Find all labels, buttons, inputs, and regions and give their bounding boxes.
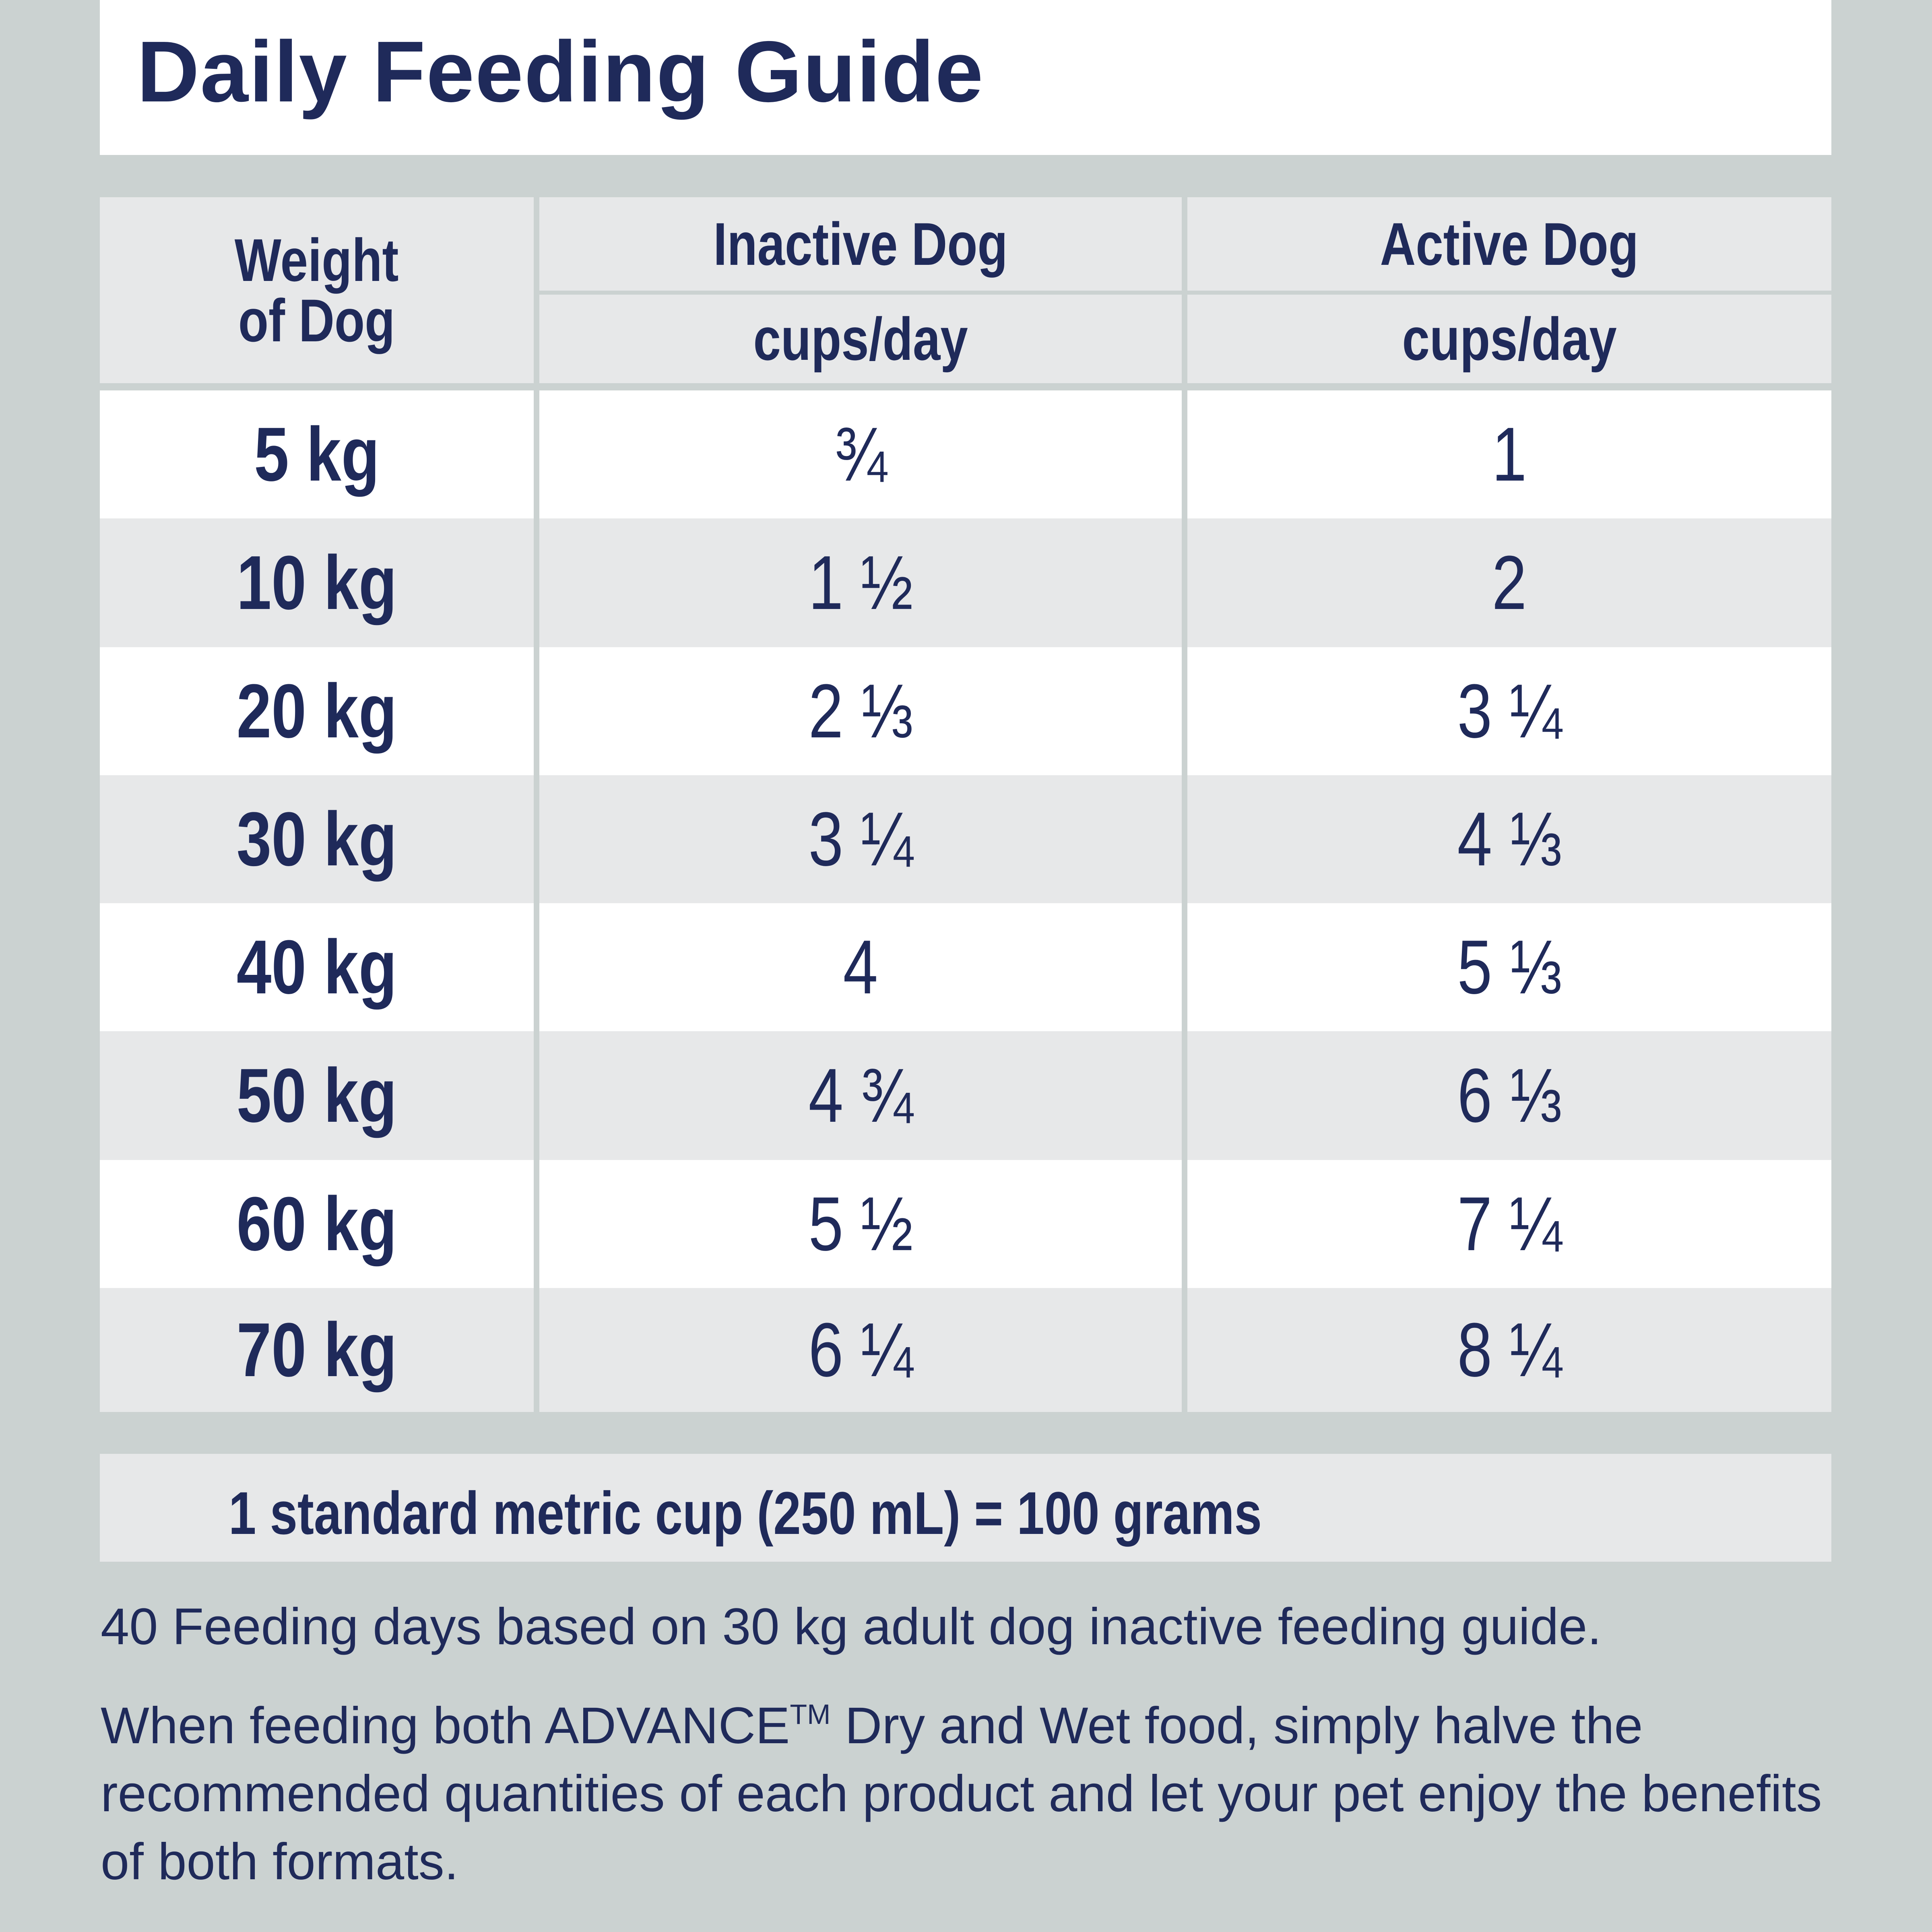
- table-row-active: 5 ⅓: [1187, 903, 1831, 1031]
- weight-value: 70 kg: [236, 1307, 397, 1393]
- table-row-weight: 10 kg: [100, 518, 534, 647]
- table-row-weight: 70 kg: [100, 1288, 534, 1412]
- inactive-value: 4 ¾: [808, 1053, 913, 1138]
- title-banner: Daily Feeding Guide: [100, 0, 1831, 155]
- table-row-active: 6 ⅓: [1187, 1031, 1831, 1160]
- header-inactive-unit: cups/day: [539, 295, 1182, 383]
- inactive-value: 3 ¼: [808, 797, 913, 882]
- table-row-weight: 40 kg: [100, 903, 534, 1031]
- table-row-inactive: 4 ¾: [539, 1031, 1182, 1160]
- table-row-active: 7 ¼: [1187, 1160, 1831, 1288]
- table-row-weight: 30 kg: [100, 775, 534, 903]
- weight-value: 30 kg: [236, 797, 397, 882]
- active-value: 2: [1492, 540, 1527, 625]
- table-row-inactive: 1 ½: [539, 518, 1182, 647]
- conversion-note-box: 1 standard metric cup (250 mL) = 100 gra…: [100, 1454, 1831, 1562]
- table-row-active: 4 ⅓: [1187, 775, 1831, 903]
- feeding-table: Weight of Dog Inactive Dog Active Dog cu…: [100, 197, 1831, 1412]
- mixed-feeding-note-end: Dry and Wet food, simply halve the recom…: [101, 1697, 1822, 1891]
- inactive-value: 2 ⅓: [808, 669, 913, 754]
- active-value: 1: [1492, 412, 1527, 497]
- table-row-weight: 5 kg: [100, 390, 534, 518]
- header-weight: Weight of Dog: [100, 197, 534, 383]
- table-row-active: 3 ¼: [1187, 647, 1831, 775]
- header-active-unit-label: cups/day: [1402, 305, 1617, 373]
- mixed-feeding-note: When feeding both ADVANCETM Dry and Wet …: [101, 1692, 1831, 1896]
- inactive-value: ¾: [834, 412, 887, 497]
- weight-value: 10 kg: [236, 540, 397, 625]
- table-row-inactive: 5 ½: [539, 1160, 1182, 1288]
- header-active-unit: cups/day: [1187, 295, 1831, 383]
- conversion-note: 1 standard metric cup (250 mL) = 100 gra…: [229, 1479, 1262, 1547]
- weight-value: 50 kg: [236, 1053, 397, 1138]
- inactive-value: 5 ½: [808, 1181, 913, 1267]
- header-inactive-unit-label: cups/day: [753, 305, 968, 373]
- feeding-days-note: 40 Feeding days based on 30 kg adult dog…: [101, 1598, 1602, 1655]
- header-weight-label: Weight of Dog: [235, 226, 399, 354]
- weight-value: 40 kg: [236, 925, 397, 1010]
- header-inactive-label: Inactive Dog: [713, 210, 1008, 278]
- weight-value: 20 kg: [236, 669, 397, 754]
- table-row-inactive: 6 ¼: [539, 1288, 1182, 1412]
- active-value: 7 ¼: [1457, 1181, 1562, 1267]
- table-row-weight: 20 kg: [100, 647, 534, 775]
- mixed-feeding-note-start: When feeding both ADVANCE: [101, 1697, 790, 1754]
- weight-value: 60 kg: [236, 1181, 397, 1267]
- table-row-weight: 60 kg: [100, 1160, 534, 1288]
- header-inactive: Inactive Dog: [539, 197, 1182, 291]
- weight-value: 5 kg: [254, 412, 380, 497]
- inactive-value: 6 ¼: [808, 1307, 913, 1393]
- active-value: 8 ¼: [1457, 1307, 1562, 1393]
- active-value: 3 ¼: [1457, 669, 1562, 754]
- inactive-value: 1 ½: [808, 540, 913, 625]
- table-row-active: 2: [1187, 518, 1831, 647]
- table-row-inactive: 2 ⅓: [539, 647, 1182, 775]
- table-row-active: 1: [1187, 390, 1831, 518]
- trademark-mark: TM: [790, 1699, 831, 1730]
- table-row-active: 8 ¼: [1187, 1288, 1831, 1412]
- active-value: 6 ⅓: [1457, 1053, 1562, 1138]
- active-value: 5 ⅓: [1457, 925, 1562, 1010]
- active-value: 4 ⅓: [1457, 797, 1562, 882]
- table-row-inactive: 4: [539, 903, 1182, 1031]
- table-row-inactive: ¾: [539, 390, 1182, 518]
- page-title: Daily Feeding Guide: [137, 23, 984, 120]
- header-active-label: Active Dog: [1380, 210, 1639, 278]
- table-row-inactive: 3 ¼: [539, 775, 1182, 903]
- header-active: Active Dog: [1187, 197, 1831, 291]
- table-row-weight: 50 kg: [100, 1031, 534, 1160]
- inactive-value: 4: [843, 925, 878, 1010]
